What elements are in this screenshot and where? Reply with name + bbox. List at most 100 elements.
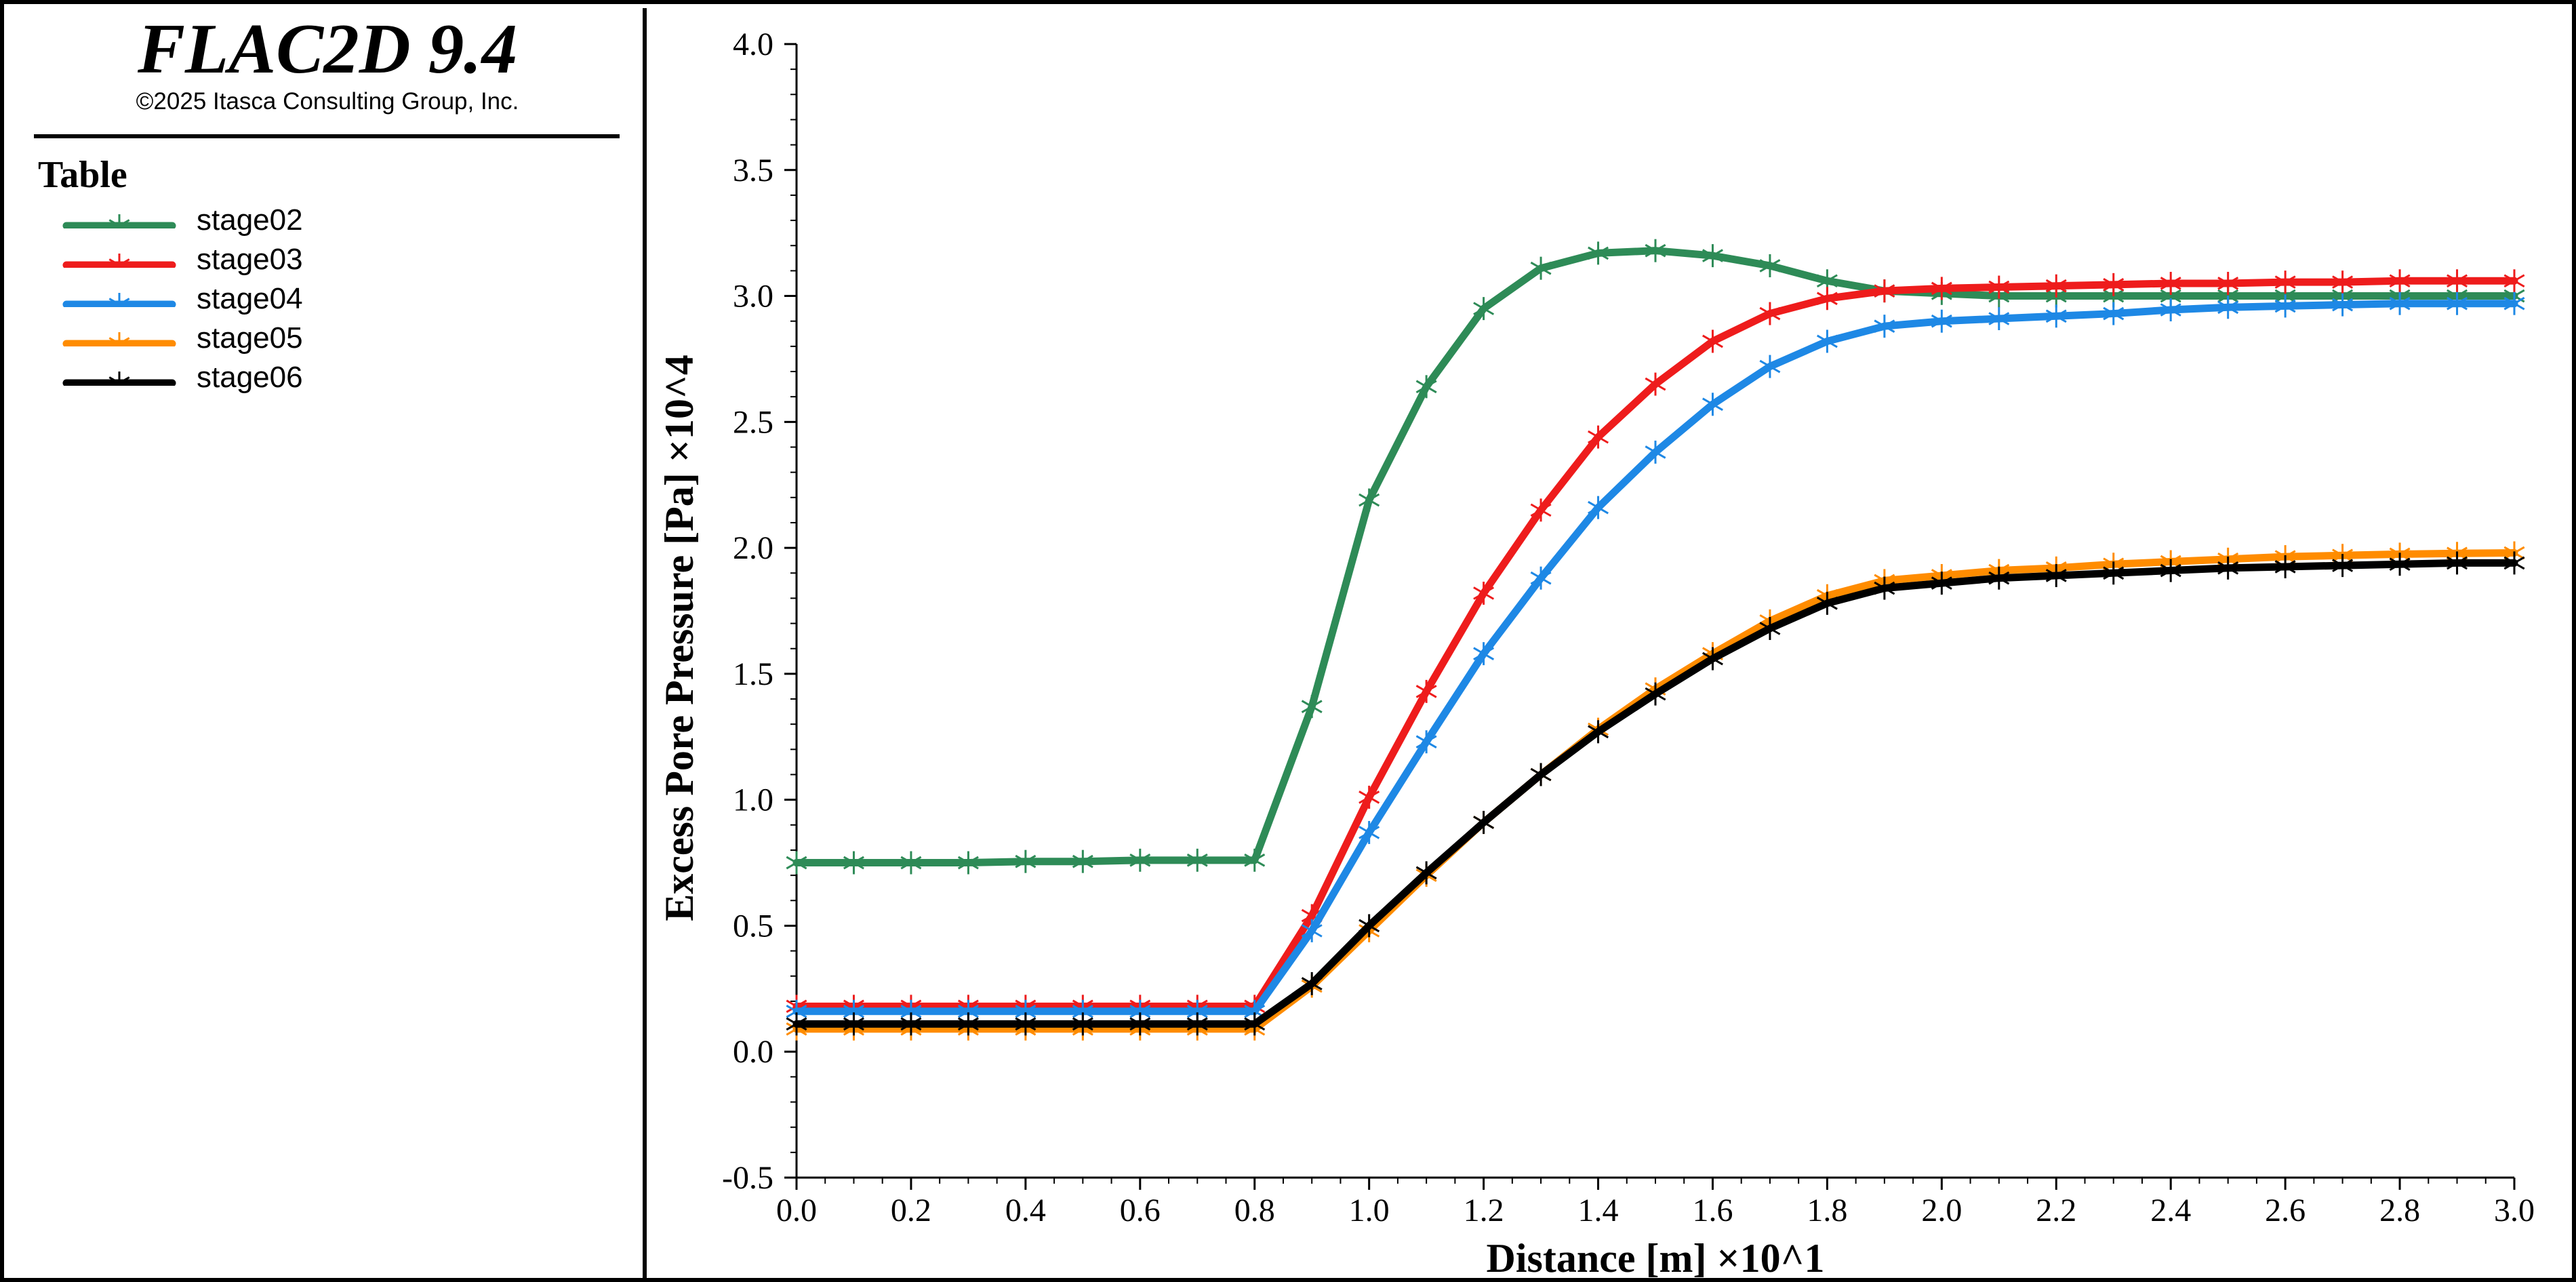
chart-svg: 0.0 0.2 0.4 0.6 0.8 1.0 1.2 1.4 1.6 1.8 2.0 2.2 2.4 2… — [657, 26, 2535, 1281]
data-point-stage04 — [1473, 642, 1495, 666]
data-point-stage06 — [1415, 861, 1437, 885]
legend-swatch — [62, 372, 176, 386]
y-tick-label: -0.5 — [722, 1160, 773, 1196]
data-point-stage06 — [2160, 559, 2181, 582]
y-tick-label: 1.5 — [733, 656, 773, 692]
legend-label: stage03 — [197, 243, 303, 276]
data-point-stage06 — [843, 1012, 864, 1036]
x-tick-label: 1.0 — [1349, 1193, 1390, 1228]
y-tick-label: 0.0 — [733, 1034, 773, 1070]
data-point-stage06 — [2389, 553, 2411, 576]
data-point-stage06 — [900, 1012, 922, 1036]
data-point-stage03 — [1702, 329, 1723, 353]
x-tick-label: 0.2 — [891, 1193, 931, 1228]
data-point-stage04 — [2503, 292, 2525, 315]
data-point-stage03 — [2389, 269, 2411, 293]
data-point-stage02 — [1301, 695, 1323, 719]
legend-label: stage05 — [197, 321, 303, 355]
data-point-stage06 — [1988, 566, 2010, 590]
data-point-stage04 — [1301, 919, 1323, 942]
data-point-stage04 — [1588, 496, 1609, 519]
x-tick-label: 0.6 — [1120, 1193, 1161, 1228]
x-tick-label: 0.0 — [776, 1193, 817, 1228]
data-point-stage06 — [2217, 556, 2239, 580]
data-point-stage03 — [2160, 271, 2181, 295]
data-point-stage04 — [2389, 292, 2411, 315]
data-point-stage04 — [1645, 440, 1666, 464]
data-point-stage06 — [1301, 971, 1323, 995]
data-point-stage02 — [1530, 256, 1552, 280]
data-point-stage04 — [1931, 309, 1952, 333]
legend-item: stage06 — [62, 358, 303, 397]
title-divider — [34, 134, 620, 138]
data-point-stage06 — [1588, 720, 1609, 744]
data-point-stage02 — [957, 851, 979, 875]
legend-swatch — [62, 293, 176, 307]
copyright-text: ©2025 Itasca Consulting Group, Inc. — [136, 88, 519, 115]
data-point-stage04 — [1988, 306, 2010, 330]
data-point-stage04 — [1530, 566, 1552, 590]
data-point-stage04 — [1415, 730, 1437, 754]
series-line-stage05 — [792, 549, 2518, 1033]
x-tick-label: 2.8 — [2379, 1193, 2420, 1228]
data-point-stage06 — [2332, 554, 2354, 578]
data-point-stage03 — [2332, 271, 2354, 294]
data-point-stage03 — [1473, 581, 1495, 605]
x-tick-label: 1.8 — [1807, 1193, 1847, 1228]
y-tick-label: 4.0 — [733, 26, 773, 62]
y-tick-label: 2.5 — [733, 404, 773, 440]
data-point-stage02 — [1702, 244, 1723, 268]
data-point-stage02 — [1415, 375, 1437, 399]
data-point-stage03 — [1931, 277, 1952, 300]
data-point-stage02 — [1244, 848, 1266, 872]
legend-item: stage03 — [62, 240, 303, 279]
data-point-stage02 — [843, 851, 864, 875]
data-point-stage06 — [1530, 763, 1552, 786]
data-point-stage04 — [1759, 355, 1781, 378]
legend-swatch — [62, 254, 176, 268]
data-point-stage03 — [1816, 287, 1838, 311]
data-point-stage03 — [1588, 425, 1609, 449]
data-point-stage06 — [1816, 591, 1838, 615]
legend-label: stage04 — [197, 282, 303, 315]
data-point-stage03 — [1645, 372, 1666, 396]
data-point-stage03 — [1415, 679, 1437, 703]
legend-swatch — [62, 214, 176, 228]
data-point-stage06 — [1186, 1012, 1208, 1036]
data-point-stage02 — [1645, 239, 1666, 262]
x-tick-label: 1.4 — [1578, 1193, 1619, 1228]
data-point-stage02 — [1588, 241, 1609, 265]
data-point-stage03 — [1530, 498, 1552, 522]
data-point-stage06 — [1244, 1012, 1266, 1036]
series-line-stage06 — [792, 559, 2518, 1028]
x-tick-label: 2.0 — [1921, 1193, 1962, 1228]
data-point-stage06 — [1874, 576, 1895, 600]
data-point-stage04 — [2160, 298, 2181, 321]
data-point-stage06 — [1473, 811, 1495, 835]
data-point-stage06 — [1015, 1012, 1037, 1036]
data-point-stage06 — [1759, 617, 1781, 641]
data-point-stage03 — [1759, 302, 1781, 325]
data-point-stage06 — [2103, 561, 2125, 585]
x-axis-title: Distance [m] ×10^1 — [1487, 1236, 1825, 1281]
legend-panel: FLAC2D 9.4 ©2025 Itasca Consulting Group… — [8, 8, 647, 1282]
x-tick-label: 2.6 — [2265, 1193, 2306, 1228]
data-point-stage02 — [1015, 849, 1037, 873]
data-point-stage03 — [1359, 785, 1380, 809]
data-point-stage03 — [2103, 273, 2125, 296]
data-point-stage06 — [1072, 1012, 1093, 1036]
data-point-stage02 — [1186, 848, 1208, 872]
data-point-stage06 — [786, 1012, 807, 1036]
data-point-stage04 — [2217, 296, 2239, 319]
app-title: FLAC2D 9.4 — [137, 9, 518, 88]
x-tick-label: 2.2 — [2036, 1193, 2076, 1228]
x-tick-label: 3.0 — [2494, 1193, 2535, 1228]
data-point-stage04 — [2447, 292, 2468, 315]
data-point-stage04 — [1702, 393, 1723, 416]
data-point-stage03 — [2503, 269, 2525, 293]
data-point-stage02 — [1072, 849, 1093, 873]
data-point-stage04 — [1816, 329, 1838, 353]
data-point-stage06 — [1359, 914, 1380, 938]
data-point-stage02 — [1473, 297, 1495, 321]
